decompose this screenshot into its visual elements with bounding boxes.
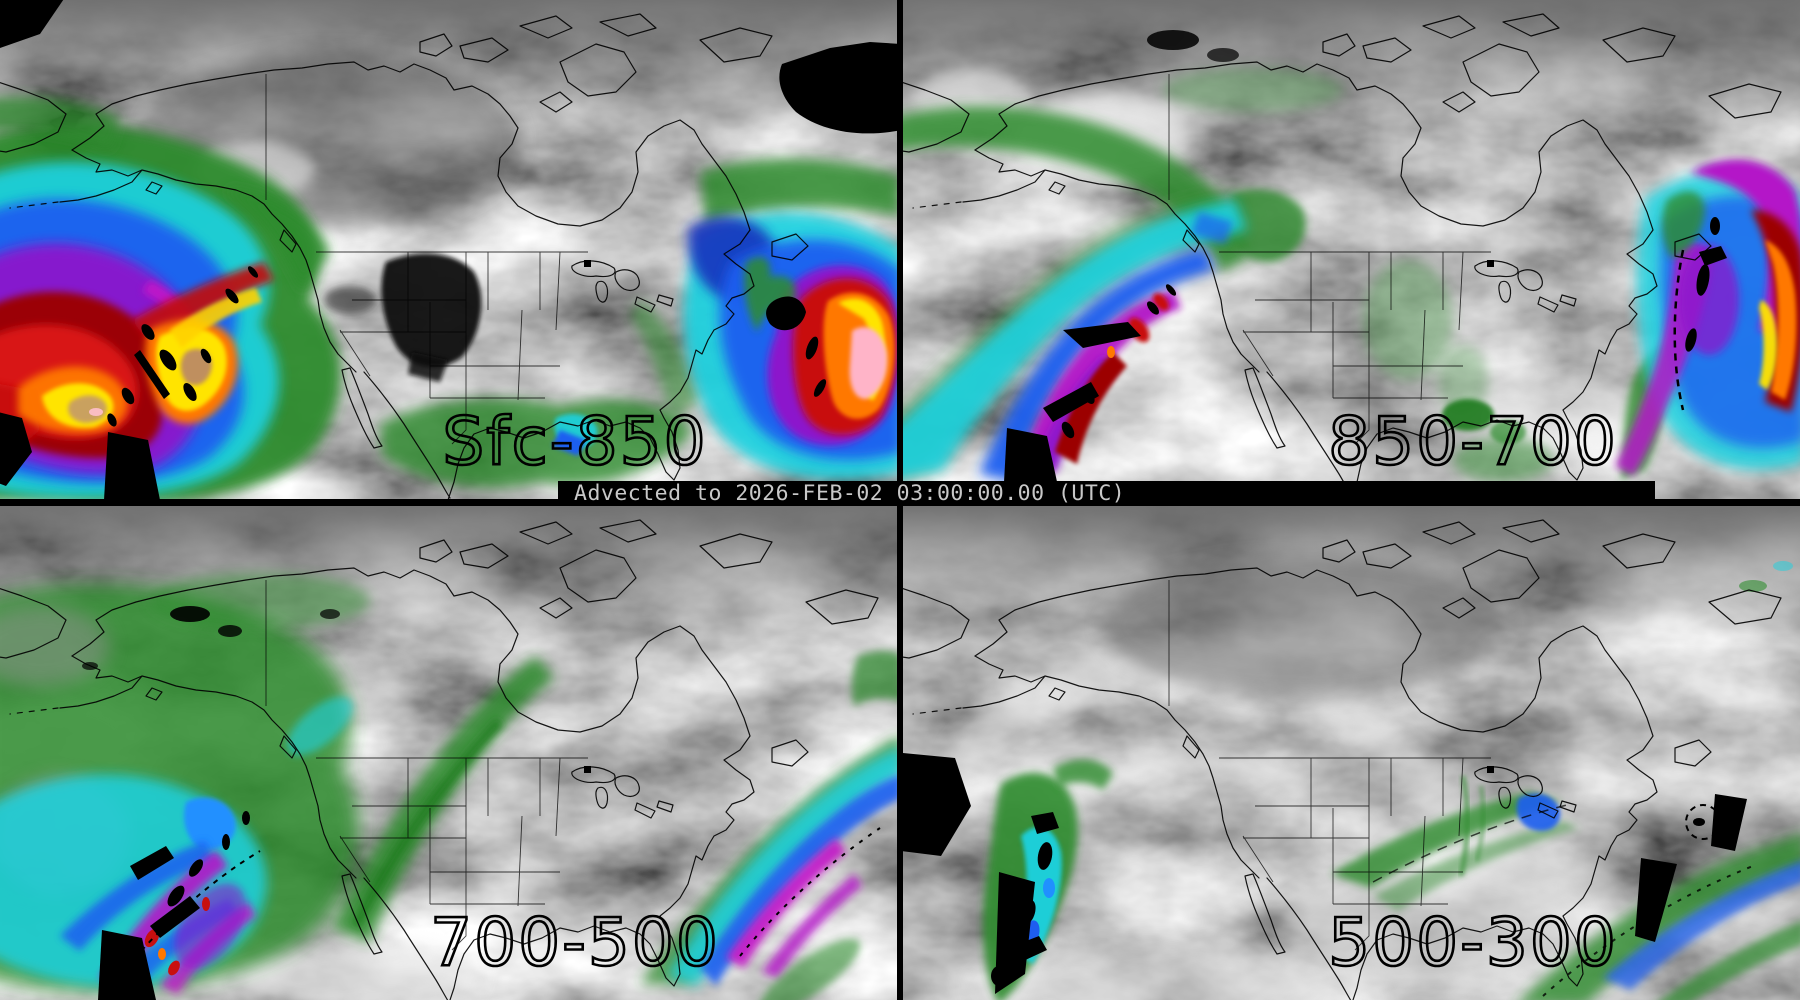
panel-sfc-850: Sfc-850 (0, 0, 897, 499)
panel-700-500: 700-500 (0, 506, 897, 1000)
data-void-wedges (903, 752, 1035, 994)
panel-label-sfc-850: Sfc-850 (442, 403, 707, 480)
data-void-wedges (0, 0, 897, 499)
moisture-plumes (0, 573, 897, 1000)
time-banner-text: Advected to 2026-FEB-02 03:00:00.00 (UTC… (574, 481, 1125, 506)
panel-label-850-700: 850-700 (1328, 403, 1618, 480)
black-speckles (1043, 30, 1727, 439)
panel-850-700: 850-700 (903, 0, 1800, 499)
moisture-plumes (903, 68, 1800, 486)
time-banner-background (558, 481, 1655, 506)
panel-label-500-300: 500-300 (1328, 904, 1618, 981)
panel-label-700-500: 700-500 (430, 904, 720, 981)
time-banner: Advected to 2026-FEB-02 03:00:00.00 (UTC… (558, 481, 1655, 506)
panel-500-300: 500-300 (903, 506, 1800, 1000)
black-speckles (107, 266, 827, 427)
data-void-wedge (98, 930, 156, 1000)
